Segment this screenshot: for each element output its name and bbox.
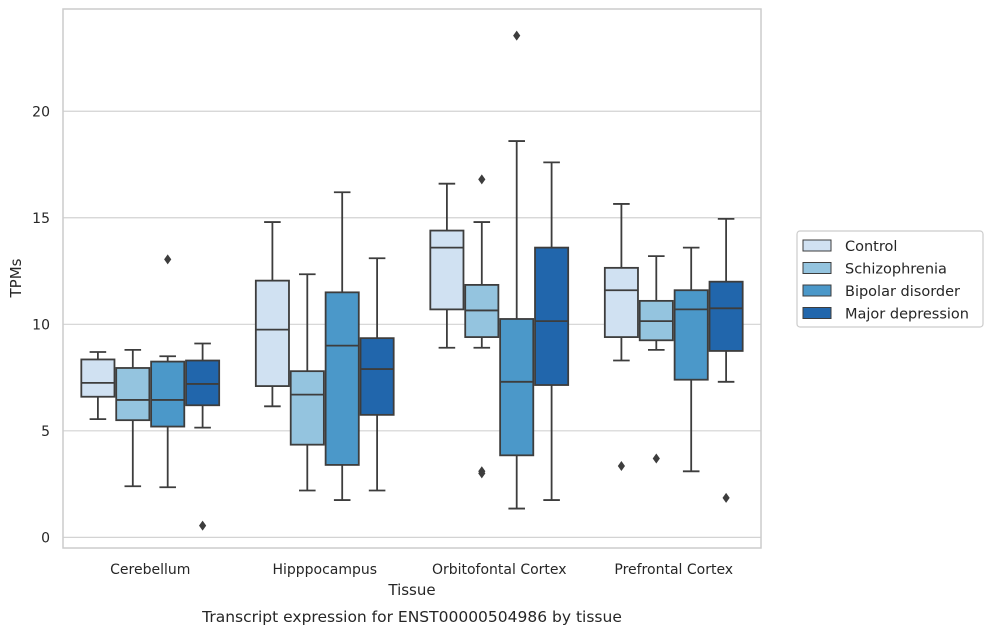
- y-tick-label: 10: [32, 317, 50, 333]
- x-tick-label: Cerebellum: [110, 562, 190, 578]
- x-tick-label: Orbitofontal Cortex: [432, 562, 567, 578]
- box-major-depression: [185, 342, 221, 531]
- box-body: [150, 360, 186, 428]
- y-tick-labels: 0 5 10 15 20: [32, 104, 50, 546]
- box-body: [254, 279, 290, 387]
- box-body: [80, 358, 116, 398]
- box-body: [289, 370, 325, 446]
- x-tick-label: Prefrontal Cortex: [614, 562, 733, 578]
- y-axis-label: TPMs: [7, 258, 25, 298]
- box-major-depression: [359, 257, 395, 492]
- box-schizophrenia: [464, 174, 500, 479]
- box-bipolar-disorder: [324, 191, 360, 501]
- legend-label: Control: [845, 239, 897, 255]
- box-body: [534, 246, 570, 386]
- y-tick-label: 15: [32, 211, 50, 227]
- legend-swatch: [802, 262, 832, 274]
- box-bipolar-disorder: [150, 254, 186, 489]
- outlier-point: [652, 453, 660, 464]
- outlier-point: [164, 254, 172, 265]
- legend-swatch: [802, 307, 832, 319]
- outlier-point: [513, 30, 521, 41]
- outlier-point: [478, 468, 486, 479]
- legend-swatch: [802, 239, 832, 252]
- box-body: [115, 367, 151, 422]
- box-body: [359, 337, 395, 416]
- x-axis-label: Tissue: [387, 581, 435, 599]
- box-body: [429, 229, 465, 311]
- legend-label: Major depression: [845, 307, 969, 323]
- legend-label: Schizophrenia: [845, 262, 947, 278]
- legend: Control Schizophrenia Bipolar disorder Majo…: [796, 230, 984, 328]
- box-bipolar-disorder: [499, 30, 535, 510]
- box-major-depression: [708, 217, 744, 503]
- box-control: [254, 221, 290, 408]
- outlier-point: [199, 520, 207, 531]
- box-body: [185, 359, 221, 407]
- box-schizophrenia: [289, 273, 325, 492]
- legend-swatch: [802, 284, 832, 297]
- chart-caption: Transcript expression for ENST0000050498…: [201, 608, 622, 626]
- box-body: [324, 291, 360, 466]
- outlier-point: [617, 460, 625, 471]
- box-body: [673, 289, 709, 381]
- y-tick-label: 20: [32, 104, 50, 120]
- boxes: [80, 30, 744, 531]
- x-tick-labels: Cerebellum Hipppocampus Orbitofontal Corte…: [110, 562, 733, 578]
- box-control: [429, 182, 465, 349]
- plot-frame: [62, 8, 762, 549]
- box-control: [80, 351, 116, 421]
- legend-label: Bipolar disorder: [845, 284, 960, 300]
- x-tick-label: Hipppocampus: [272, 562, 377, 578]
- box-body: [708, 280, 744, 352]
- box-schizophrenia: [115, 348, 151, 488]
- outlier-point: [722, 492, 730, 503]
- y-tick-label: 0: [41, 530, 50, 546]
- box-bipolar-disorder: [673, 246, 709, 473]
- box-major-depression: [534, 161, 570, 501]
- outlier-point: [478, 174, 486, 185]
- box-body: [603, 266, 639, 338]
- grid-lines: [63, 110, 761, 538]
- legend-frame: [796, 230, 984, 328]
- box-control: [603, 203, 639, 471]
- y-tick-label: 5: [41, 424, 50, 440]
- box-body: [499, 318, 535, 457]
- box-schizophrenia: [638, 255, 674, 464]
